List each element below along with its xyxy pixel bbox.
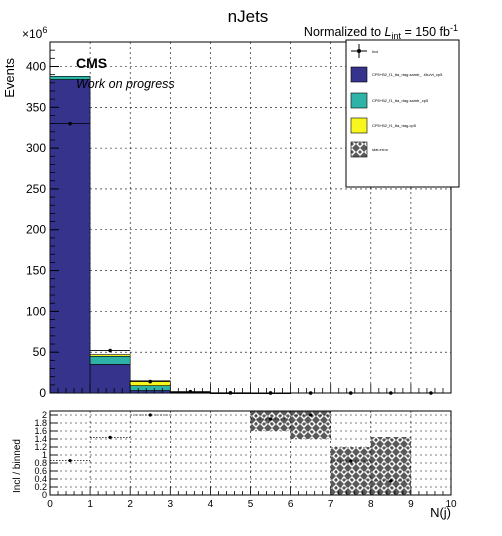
ratio-point [148,413,152,417]
ratio-markers [50,413,411,483]
lumi-exponent: -1 [450,23,458,33]
bar-series-2-bin-1 [89,355,131,365]
main-y-tick-label: 300 [26,141,46,155]
main-y-tick-label: 150 [26,264,46,278]
main-grid [50,42,451,393]
ratio-y-axis-label: Incl / binned [12,439,23,493]
bar-series-1-bin-0 [49,79,91,394]
legend-label-series-3: CP5+B2_f1_tta_rtag.cp5 [372,123,417,128]
ratio-point [108,435,112,439]
main-panel: 0 50 100 150 200 250 300 350 400 Events ×106 CMS… [2,25,460,400]
legend-entry-series-1: CP5+B2_f1_tta_rtag.samtr_ .t/tu/vt_cp5 [350,66,443,83]
ratio-panel: 00.20.40.60.811.21.41.61.820 1 2 3 4 5 6 7 8 9 10 … [12,410,457,520]
ratio-x-tick-label: 10 [445,499,457,510]
incl-point [188,389,193,394]
ratio-x-tick-label: 8 [368,499,374,510]
incl-point [389,391,393,395]
legend-entry-stat-error: stat.error [350,141,389,158]
y-multiplier: ×106 [22,25,47,41]
ratio-error-box [370,437,411,495]
ratio-x-tick-label: 5 [248,499,254,510]
ratio-axes: 00.20.40.60.811.21.41.61.820 1 2 3 4 5 6 7 8 9 10 [34,410,457,510]
legend-entry-series-2: CP5+B2_f1_tta_rtag.samtr_cp5 [350,92,429,109]
ratio-point [349,459,353,463]
ratio-y-tick-label: 0.8 [34,458,47,468]
bar-series-3-bin-1 [89,354,131,357]
legend-incl-marker [357,49,361,53]
legend-incl-label: Incl [372,49,378,54]
ratio-point [389,479,393,483]
ratio-x-tick-label: 7 [328,499,334,510]
ratio-y-tick-label: 1 [42,450,47,460]
ratio-y-tick-label: 0.2 [34,482,47,492]
ratio-y-tick-label: 0.6 [34,466,47,476]
incl-markers [50,121,451,395]
ratio-x-tick-label: 1 [87,499,93,510]
lumi-value: = 150 fb [401,25,450,39]
main-y-tick-label: 400 [26,59,46,73]
bar-series-2-bin-0 [49,75,91,80]
ratio-y-tick-label: 1.6 [34,426,47,436]
legend: Incl CP5+B2_f1_tta_rtag.samtr_ .t/tu/vt_… [345,39,460,188]
bar-series-1-bin-1 [89,364,131,394]
legend-label-series-2: CP5+B2_f1_tta_rtag.samtr_cp5 [372,98,429,103]
main-y-tick-label: 100 [26,304,46,318]
main-axes: 0 50 100 150 200 250 300 350 400 [26,41,452,400]
main-y-tick-label: 50 [33,345,47,359]
ratio-y-tick-label: 1.4 [34,434,47,444]
ratio-point [68,459,72,463]
incl-point [348,391,353,395]
cms-sublabel: Work on progress [76,77,175,91]
legend-box [345,39,460,188]
legend-label-series-1: CP5+B2_f1_tta_rtag.samtr_ .t/tu/vt_cp5 [372,72,443,77]
incl-point [68,121,72,126]
ratio-point [268,417,273,421]
ratio-point [309,413,313,417]
ratio-y-tick-label: 2 [42,410,47,420]
incl-point [268,391,273,395]
ratio-y-tick-label: 0.4 [34,474,47,484]
ratio-y-tick-label: 1.8 [34,418,47,428]
y-multiplier-exponent: 6 [42,25,47,35]
main-y-axis-label: Events [2,58,17,98]
ratio-x-tick-label: 6 [288,499,294,510]
legend-label-stat-error: stat.error [372,147,389,152]
lumi-subscript: int [391,31,401,41]
chart-title: nJets [228,7,269,26]
main-y-tick-label: 250 [26,182,46,196]
y-multiplier-base: ×10 [22,27,43,41]
legend-entry-series-3: CP5+B2_f1_tta_rtag.cp5 [350,117,417,134]
legend-entry-incl: Incl [351,44,378,58]
ratio-x-tick-label: 2 [127,499,133,510]
ratio-y-tick-label: 1.2 [34,442,47,452]
ratio-x-tick-label: 0 [47,499,53,510]
cms-label: CMS [76,55,107,71]
ratio-x-tick-label: 4 [208,499,214,510]
lumi-symbol: L [385,25,392,39]
main-y-tick-label: 0 [39,386,46,400]
incl-point [228,391,233,395]
legend-swatch-stat-error [350,141,368,158]
x-axis-label: N(j) [430,505,451,520]
incl-point [308,391,313,395]
legend-swatch-series-3 [350,117,368,134]
main-y-tick-label: 350 [26,100,46,114]
bar-series-1-bin-2 [129,390,171,394]
incl-point [148,379,153,384]
legend-swatch-series-1 [350,66,368,83]
normalization-label: Normalized to Lint = 150 fb-1 [304,23,458,41]
main-y-tick-label: 200 [26,223,46,237]
incl-point [108,348,112,353]
ratio-x-tick-label: 3 [168,499,174,510]
incl-point [429,391,433,395]
bar-series-2-bin-2 [129,385,171,391]
legend-swatch-series-2 [350,92,368,109]
ratio-y-tick-label: 0 [42,490,47,500]
normalization-prefix: Normalized to [304,25,385,39]
ratio-x-tick-label: 9 [408,499,414,510]
ratio-error-box [250,411,291,431]
